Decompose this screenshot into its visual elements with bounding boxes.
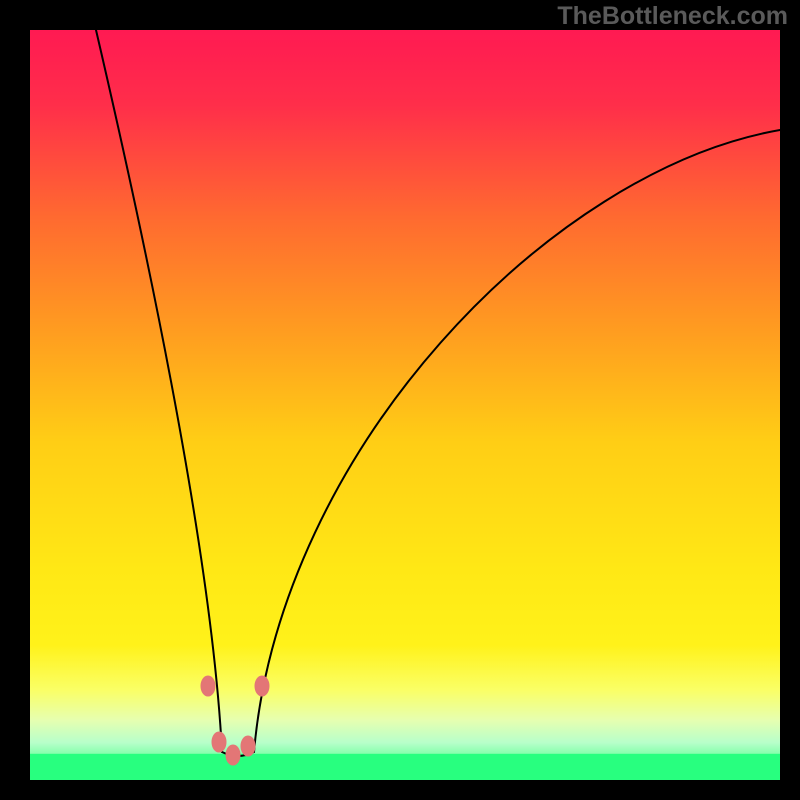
plot-area xyxy=(30,30,780,780)
curve-marker xyxy=(255,676,269,696)
curve-marker xyxy=(212,732,226,752)
watermark-text: TheBottleneck.com xyxy=(557,2,788,31)
chart-frame: TheBottleneck.com xyxy=(0,0,800,800)
curve-marker xyxy=(226,745,240,765)
bottleneck-curve xyxy=(30,30,780,780)
curve-marker xyxy=(201,676,215,696)
curve-marker xyxy=(241,736,255,756)
